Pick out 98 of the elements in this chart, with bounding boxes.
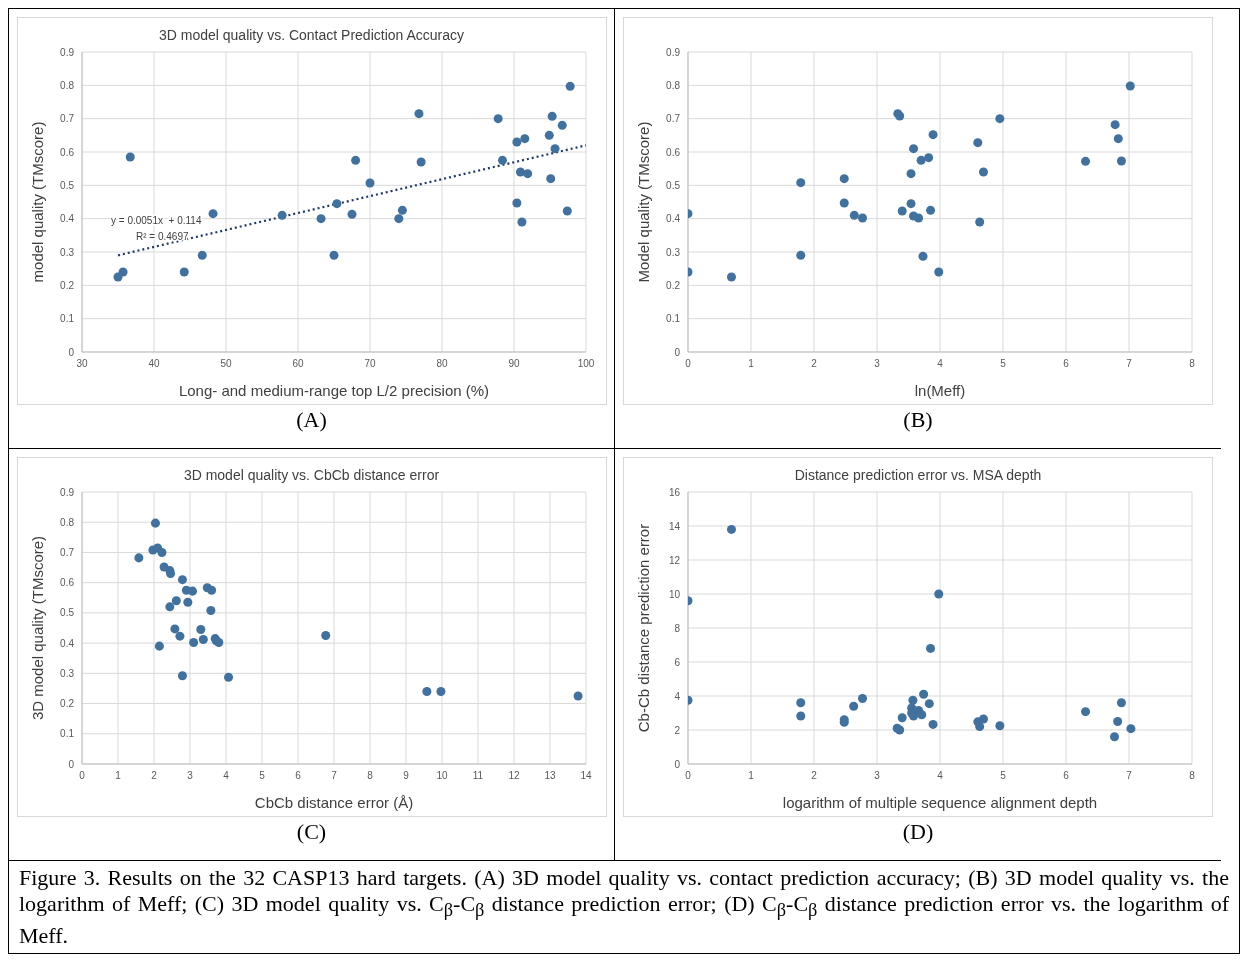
x-tick-label: 4 <box>937 770 944 782</box>
y-tick-label: 0.4 <box>59 213 74 225</box>
y-axis-title: Cb-Cb distance prediction error <box>635 523 653 733</box>
x-tick-label: 8 <box>1189 358 1196 370</box>
y-tick-label: 8 <box>674 622 681 634</box>
x-tick-label: 0 <box>78 770 85 782</box>
y-tick-label: 0.5 <box>59 607 74 619</box>
annotation: y = 0.0051x + 0.114 <box>110 215 202 227</box>
x-tick-label: 4 <box>222 770 229 782</box>
y-tick-label: 0.8 <box>59 79 74 91</box>
annotation: R² = 0.4697 <box>135 231 189 243</box>
y-tick-label: 14 <box>668 520 681 532</box>
x-tick-label: 0 <box>685 358 692 370</box>
x-tick-label: 10 <box>435 770 448 782</box>
y-tick-label: 12 <box>668 554 681 566</box>
x-tick-label: 5 <box>1000 770 1007 782</box>
y-tick-label: 10 <box>668 588 681 600</box>
x-tick-label: 100 <box>577 358 595 370</box>
text: (C) <box>296 819 327 845</box>
y-tick-label: 0.2 <box>666 279 681 291</box>
x-tick-label: 8 <box>1189 770 1196 782</box>
y-tick-label: 0.4 <box>666 213 681 225</box>
x-tick-label: 2 <box>811 770 818 782</box>
x-tick-label: 9 <box>402 770 409 782</box>
x-tick-label: 80 <box>435 358 448 370</box>
x-axis-title: Long- and medium-range top L/2 precision (%) <box>178 382 489 399</box>
y-tick-label: 16 <box>668 486 681 498</box>
y-tick-label: 0.7 <box>59 546 74 558</box>
y-axis-title: Model quality (TMscore) <box>635 121 653 283</box>
y-tick-label: 0.8 <box>59 516 74 528</box>
y-tick-label: 0.1 <box>666 313 681 325</box>
x-tick-label: 2 <box>811 358 818 370</box>
x-tick-label: 50 <box>219 358 232 370</box>
x-tick-label: 12 <box>507 770 520 782</box>
y-axis-title: 3D model quality (TMscore) <box>28 535 46 721</box>
y-tick-label: 0 <box>67 346 74 358</box>
x-tick-label: 5 <box>1000 358 1007 370</box>
x-axis-title: CbCb distance error (Å) <box>254 794 413 811</box>
y-tick-label: 0.1 <box>59 313 74 325</box>
y-axis-title: model quality (TMscore) <box>28 121 46 283</box>
y-tick-label: 6 <box>674 656 681 668</box>
x-tick-label: 7 <box>1126 358 1133 370</box>
text: (A) <box>296 407 327 433</box>
y-tick-label: 0.7 <box>59 113 74 125</box>
x-tick-label: 90 <box>507 358 520 370</box>
x-tick-label: 3 <box>874 770 881 782</box>
x-tick-label: 4 <box>937 358 944 370</box>
chart-title: 3D model quality vs. Contact Prediction Accuracy <box>158 26 465 45</box>
y-tick-label: 0.4 <box>59 637 74 649</box>
y-tick-label: 0.6 <box>59 146 74 158</box>
y-tick-label: 4 <box>674 690 681 702</box>
x-tick-label: 2 <box>150 770 157 782</box>
x-tick-label: 1 <box>114 770 121 782</box>
text: (D) <box>902 819 934 845</box>
y-tick-label: 0.7 <box>666 113 681 125</box>
text: Figure 3. Results on the 32 CASP13 hard targets. (A) 3D model quality vs. contact prediction accuracy; (B) 3D model quality vs. the logarithm of Meff; (C) 3D model quality vs. C$_{β}$-C$_{β}$ distance prediction error; (D) C$_{β}$-C$_{β}$ distance prediction error vs. the logarithm of Meff. <box>19 865 1229 949</box>
x-tick-label: 3 <box>874 358 881 370</box>
y-tick-label: 0.9 <box>59 486 74 498</box>
x-tick-label: 3 <box>186 770 193 782</box>
x-axis-title: logarithm of multiple sequence alignment depth <box>782 794 1098 811</box>
x-tick-label: 5 <box>258 770 265 782</box>
x-tick-label: 1 <box>748 358 755 370</box>
x-tick-label: 11 <box>472 770 484 782</box>
x-tick-label: 60 <box>291 358 304 370</box>
x-tick-label: 40 <box>147 358 160 370</box>
text: (B) <box>903 407 933 433</box>
y-tick-label: 0.9 <box>59 46 74 58</box>
x-tick-label: 8 <box>366 770 373 782</box>
x-tick-label: 0 <box>685 770 692 782</box>
x-tick-label: 14 <box>579 770 592 782</box>
x-tick-label: 30 <box>75 358 88 370</box>
x-tick-label: 70 <box>363 358 376 370</box>
x-axis-title: ln(Meff) <box>914 382 966 399</box>
y-tick-label: 0 <box>674 346 681 358</box>
y-tick-label: 0.3 <box>59 246 74 258</box>
y-tick-label: 0.3 <box>666 246 681 258</box>
y-tick-label: 0.9 <box>666 46 681 58</box>
x-tick-label: 6 <box>294 770 301 782</box>
x-tick-label: 13 <box>543 770 556 782</box>
x-tick-label: 6 <box>1063 358 1070 370</box>
y-tick-label: 2 <box>674 724 681 736</box>
chart-title: Distance prediction error vs. MSA depth <box>794 466 1042 485</box>
x-tick-label: 7 <box>330 770 337 782</box>
y-tick-label: 0.3 <box>59 667 74 679</box>
y-tick-label: 0.2 <box>59 279 74 291</box>
x-tick-label: 6 <box>1063 770 1070 782</box>
chart-title: 3D model quality vs. CbCb distance error <box>183 466 440 485</box>
y-tick-label: 0.8 <box>666 79 681 91</box>
x-tick-label: 7 <box>1126 770 1133 782</box>
y-tick-label: 0 <box>67 758 74 770</box>
y-tick-label: 0.5 <box>59 179 74 191</box>
y-tick-label: 0.1 <box>59 728 74 740</box>
y-tick-label: 0.5 <box>666 179 681 191</box>
x-tick-label: 1 <box>748 770 755 782</box>
y-tick-label: 0.6 <box>666 146 681 158</box>
y-tick-label: 0.6 <box>59 577 74 589</box>
y-tick-label: 0 <box>674 758 681 770</box>
y-tick-label: 0.2 <box>59 698 74 710</box>
